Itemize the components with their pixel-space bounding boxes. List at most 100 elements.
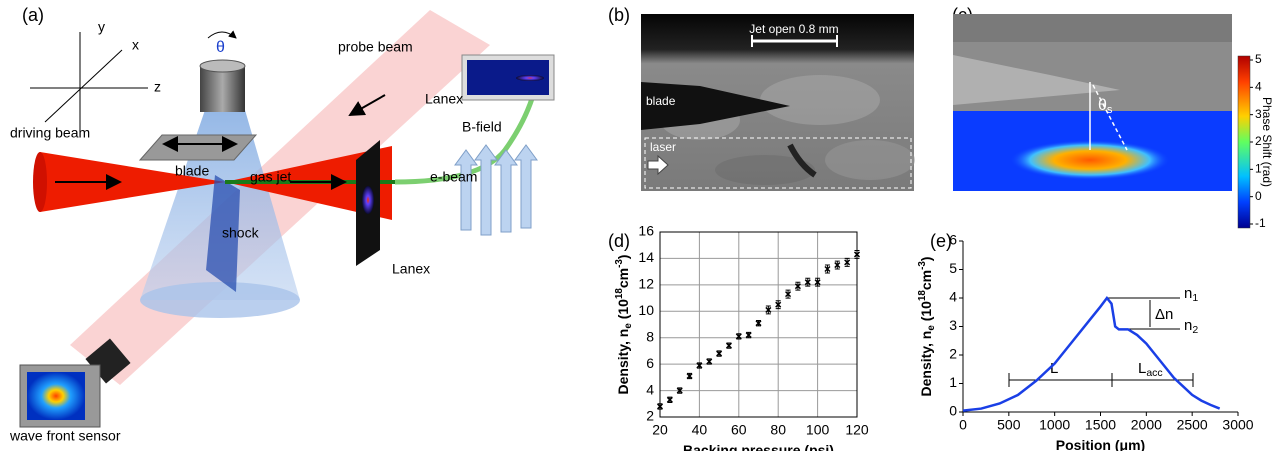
data-point (824, 265, 831, 273)
y-tick-label: 8 (646, 328, 654, 344)
annotation: Lacc (1138, 360, 1163, 379)
text-part: n (1184, 285, 1192, 302)
colorbar (1237, 55, 1251, 229)
data-point (834, 262, 841, 269)
x-tick-label: 3000 (1222, 417, 1253, 433)
x-tick-label: 60 (731, 422, 747, 438)
data-point (844, 259, 851, 266)
text-part: Density, n (615, 329, 631, 395)
label: wave front sensor (9, 428, 121, 444)
deflected-e-beam (394, 79, 540, 185)
label: e-beam (430, 169, 477, 185)
x-tick-label: 1500 (1085, 417, 1116, 433)
text-part: 18 (614, 288, 625, 299)
text-part: ) (918, 257, 934, 262)
label: Lanex (392, 261, 430, 277)
label: Lanex (425, 91, 463, 107)
text-part: Position (μm) (1056, 437, 1145, 451)
laser-arrow (647, 154, 669, 176)
x-tick-label: 20 (652, 422, 668, 438)
text-part: θ (1098, 97, 1107, 114)
y-tick-label: 16 (638, 223, 654, 239)
plot-frame (659, 231, 858, 418)
text-part: -3 (917, 261, 928, 270)
label: B-field (462, 119, 502, 135)
annotation: n2 (1184, 317, 1198, 336)
y-tick-label: 0 (949, 403, 957, 419)
data-point (804, 279, 811, 286)
colorbar-tick-label: 1 (1255, 162, 1262, 176)
text-part: L (1050, 360, 1058, 377)
laser-region (644, 137, 912, 189)
label: blade (646, 94, 676, 108)
texture (715, 155, 815, 185)
annotation: L (1050, 360, 1058, 377)
text-part: cm (918, 270, 934, 290)
axis-label: z (154, 79, 161, 95)
y-tick-label: 6 (646, 355, 654, 371)
data-point (853, 251, 861, 258)
panel-label: (d) (608, 231, 630, 251)
b-field-arrows (454, 144, 538, 236)
y-tick-label: 2 (949, 346, 957, 362)
y-axis-label: Density, ne (1018cm-3) (917, 257, 937, 397)
data-point (775, 301, 782, 308)
shock-front (206, 175, 240, 292)
probe-arrow (348, 94, 386, 116)
text-part: Density, n (918, 331, 934, 397)
x-tick-label: 2500 (1177, 417, 1208, 433)
colorbar-tick-label: 4 (1255, 80, 1262, 94)
y-tick-label: 4 (646, 381, 654, 397)
x-axis-label: Backing pressure (psi) (683, 442, 834, 451)
annotations: n1 Δn n2 L Lacc (1008, 285, 1198, 387)
axis-label: y (98, 19, 105, 35)
text-part: -3 (614, 259, 625, 268)
schematic: (a) y x z θ probe beam driving beam blad… (9, 5, 555, 444)
text-part: L (1138, 360, 1146, 377)
data-point (686, 373, 693, 380)
blade-shadow (641, 82, 790, 130)
data-line (962, 295, 1221, 412)
y-tick-label: 14 (638, 249, 654, 265)
x-tick-label: 120 (845, 422, 869, 438)
text-part: (10 (918, 301, 934, 325)
label: driving beam (10, 125, 90, 141)
sensor-screen (27, 372, 85, 420)
x-tick-label: 1000 (1039, 417, 1070, 433)
text-part: e (623, 323, 634, 329)
data-point (785, 291, 792, 298)
data-point (745, 332, 752, 339)
data-point (755, 320, 762, 327)
data-point (735, 333, 742, 340)
y-tick-label: 12 (638, 276, 654, 292)
panel-label: (a) (22, 5, 44, 25)
label: shock (222, 225, 260, 241)
y-tick-label: 4 (949, 289, 957, 305)
colorbar-tick-label: 5 (1255, 52, 1262, 66)
plasma-blob (1010, 140, 1170, 180)
data-point (725, 342, 732, 349)
probe-beam (70, 10, 490, 385)
panel-label: (b) (608, 5, 630, 25)
data-point (794, 283, 801, 290)
text-part: (10 (615, 299, 631, 323)
data-point (765, 306, 772, 313)
y-tick-label: 1 (949, 374, 957, 390)
text-part: cm (615, 268, 631, 288)
data-point (716, 350, 723, 357)
text-part: n (1184, 317, 1192, 334)
text-part: acc (1146, 367, 1162, 379)
colorbar-label: Phase Shift (rad) (1260, 97, 1274, 187)
rotation-label: θ (216, 39, 225, 56)
axes (962, 241, 1238, 413)
axis-label: x (132, 37, 139, 53)
texture (760, 75, 880, 125)
data-point (696, 362, 703, 369)
label: probe beam (338, 39, 413, 55)
y-tick-label: 2 (646, 408, 654, 424)
phase-map: (c) θs Phase Shift (rad) (952, 5, 1274, 229)
shock-angle-line (1092, 84, 1128, 151)
